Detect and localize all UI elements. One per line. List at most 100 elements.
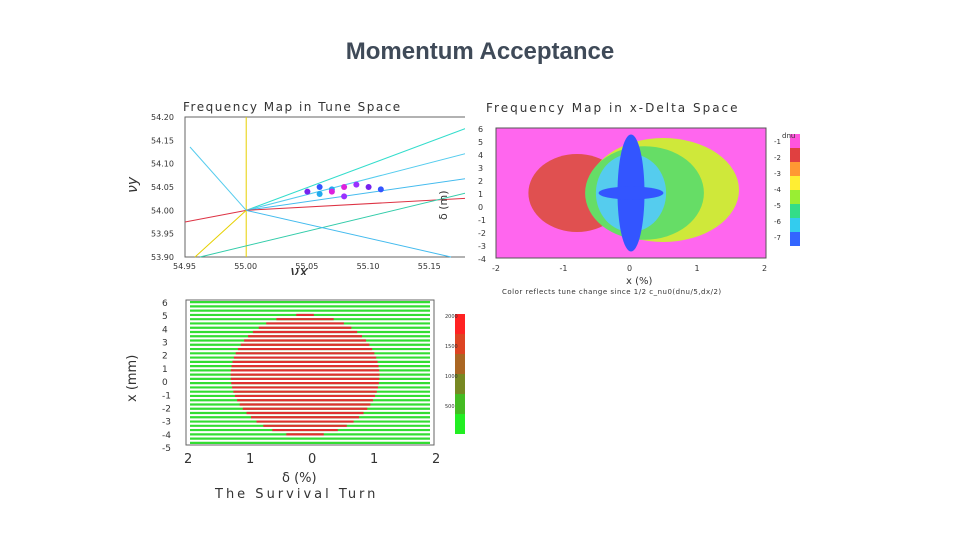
data-point <box>341 184 348 190</box>
resonance-line <box>199 192 465 258</box>
resonance-line <box>184 209 247 223</box>
colorbar-tick-label: -3 <box>774 170 781 178</box>
colorbar-tick-label: 1000 <box>445 374 458 380</box>
y-tick-label: 0 <box>478 203 483 212</box>
plot1-title: Frequency Map in Tune Space <box>183 100 402 114</box>
y-tick-label: 1 <box>162 365 168 375</box>
tune-space-plot: Frequency Map in Tune Space 54.95 55.00 55… <box>125 100 465 275</box>
colorbar-tick-label: -5 <box>774 202 781 210</box>
y-tick-label: 53.90 <box>151 253 174 262</box>
plot2-caption: Color reflects tune change since 1/2 c_n… <box>502 288 722 296</box>
colorbar-segment <box>790 162 800 176</box>
data-point <box>365 184 372 190</box>
data-point <box>304 188 311 195</box>
colorbar-tick-label: -7 <box>774 234 781 242</box>
x-tick-label: 2 <box>432 452 440 467</box>
y-tick-label: 6 <box>162 299 168 309</box>
colorbar-tick-label: -6 <box>774 218 782 226</box>
y-tick-label: -4 <box>478 255 486 264</box>
y-tick-label: 6 <box>478 125 483 134</box>
plot3-frame <box>185 299 435 446</box>
colorbar-segment <box>455 374 465 394</box>
colorbar-tick-label: 500 <box>445 404 455 410</box>
resonance-line <box>246 178 465 211</box>
y-tick-label: 3 <box>162 339 168 349</box>
x-tick-label: 55.00 <box>234 262 257 271</box>
plot2-frame <box>495 127 767 259</box>
y-tick-label: 53.95 <box>151 230 174 239</box>
colorbar-segment <box>790 232 800 246</box>
x-tick-label: 1 <box>370 452 378 467</box>
x-tick-label: 54.95 <box>173 262 196 271</box>
data-point <box>316 184 323 190</box>
y-tick-label: 5 <box>162 312 168 322</box>
plot2-title: Frequency Map in x-Delta Space <box>486 101 740 115</box>
x-tick-label: 1 <box>246 452 254 467</box>
colorbar-segment <box>790 204 800 218</box>
y-tick-label: 54.05 <box>151 183 174 192</box>
colorbar-segment <box>790 134 800 148</box>
y-tick-label: -3 <box>162 418 171 428</box>
resonance-line <box>246 209 452 258</box>
x-tick-label: 55.05 <box>295 262 318 271</box>
x-tick-label: 1 <box>695 264 700 273</box>
resonance-line <box>189 146 247 211</box>
x-tick-label: 55.15 <box>418 262 441 271</box>
colorbar-segment <box>455 354 465 374</box>
slide-title: Momentum Acceptance <box>345 38 615 65</box>
x-tick-label: 0 <box>627 264 632 273</box>
y-tick-label: -1 <box>162 391 171 401</box>
y-tick-label: 4 <box>478 151 483 160</box>
y-tick-label: -1 <box>478 216 486 225</box>
resonance-line <box>246 197 465 211</box>
y-tick-label: 5 <box>478 138 483 147</box>
plot2-xlabel: x (%) <box>626 276 653 287</box>
y-tick-label: 4 <box>162 325 168 335</box>
colorbar-segment <box>455 414 465 434</box>
colorbar-segment <box>790 218 800 232</box>
colorbar-tick-label: -2 <box>774 154 781 162</box>
y-tick-label: 2 <box>478 177 483 186</box>
colorbar-tick-label: 1500 <box>445 344 458 350</box>
x-tick-label: 2 <box>762 264 767 273</box>
colorbar-segment <box>790 148 800 162</box>
y-tick-label: -5 <box>162 444 171 454</box>
y-tick-label: -4 <box>162 431 171 441</box>
y-tick-label: 0 <box>162 378 168 388</box>
y-tick-label: 1 <box>478 190 483 199</box>
plot2-colorbar-label: dnu <box>782 132 795 140</box>
y-tick-label: 2 <box>162 352 168 362</box>
plot1-right-label: δ (m) <box>437 190 450 220</box>
data-point <box>377 186 384 193</box>
resonance-line <box>246 128 465 211</box>
data-point <box>353 181 360 188</box>
colorbar-segment <box>790 190 800 204</box>
resonance-line <box>246 153 465 211</box>
x-tick-label: 0 <box>308 452 316 467</box>
heatmap-region-blue <box>598 186 664 200</box>
y-tick-label: -2 <box>162 404 171 414</box>
plot3-xlabel: δ (%) <box>282 471 317 486</box>
x-tick-label: -2 <box>492 264 500 273</box>
colorbar-segment <box>455 334 465 354</box>
colorbar-tick-label: 2000 <box>445 314 458 320</box>
colorbar-tick-label: -1 <box>774 138 781 146</box>
x-delta-heatmap-plot: Frequency Map in x-Delta Space -2 -1 0 1 2 6… <box>478 101 800 296</box>
x-tick-label: 2 <box>184 452 192 467</box>
plot3-ylabel: x (mm) <box>125 355 140 402</box>
data-point <box>328 188 335 195</box>
y-tick-label: 3 <box>478 164 483 173</box>
data-point <box>341 193 348 200</box>
colorbar-segment <box>455 394 465 414</box>
plot1-frame <box>184 116 465 258</box>
y-tick-label: 54.15 <box>151 136 174 145</box>
colorbar-segment <box>790 176 800 190</box>
y-tick-label: 54.00 <box>151 206 174 215</box>
x-tick-label: -1 <box>560 264 568 273</box>
y-tick-label: -3 <box>478 242 486 251</box>
x-tick-label: 55.10 <box>357 262 380 271</box>
colorbar-tick-label: -4 <box>774 186 782 194</box>
data-point <box>316 191 323 197</box>
resonance-line <box>194 209 247 258</box>
